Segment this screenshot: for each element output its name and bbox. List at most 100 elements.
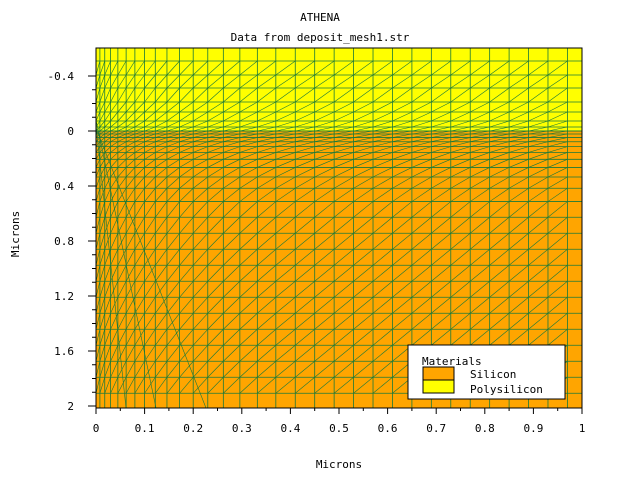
mesh-line (353, 176, 374, 189)
mesh-line (528, 176, 549, 189)
mesh-line (95, 361, 101, 378)
mesh-line (99, 87, 106, 103)
mesh-line (110, 297, 119, 314)
mesh-line (166, 152, 180, 160)
mesh-line (508, 281, 529, 298)
mesh-line (134, 329, 145, 346)
mesh-line (470, 217, 490, 234)
mesh-line (166, 377, 180, 394)
mesh-line (508, 297, 529, 314)
mesh-line (450, 297, 471, 314)
mesh-line (239, 176, 258, 189)
mesh-line (95, 233, 101, 250)
mesh-line (223, 146, 240, 153)
mesh-line (239, 101, 258, 113)
mesh-line (95, 159, 101, 168)
mesh-line (223, 329, 241, 346)
mesh-line (110, 130, 118, 135)
mesh-line (99, 201, 106, 218)
mesh-line (134, 265, 145, 282)
mesh-line (207, 281, 224, 298)
mesh-line (489, 111, 510, 122)
mesh-line (192, 361, 209, 378)
mesh-line (295, 217, 315, 234)
mesh-line (99, 361, 106, 378)
mesh-line (223, 159, 240, 168)
mesh-line (166, 111, 180, 122)
mesh-line (372, 249, 393, 266)
mesh-line (104, 281, 111, 298)
mesh-line (166, 176, 180, 189)
mesh-line (314, 281, 335, 298)
mesh-line (207, 361, 224, 378)
mesh-line (489, 101, 510, 113)
mesh-line (155, 152, 168, 160)
mesh-line (547, 137, 568, 143)
mesh-line (508, 329, 529, 346)
mesh-line (275, 146, 296, 153)
mesh-line (166, 361, 180, 378)
mesh-line (508, 87, 529, 103)
mesh-line (110, 188, 119, 202)
mesh-line (275, 137, 296, 143)
mesh-line (314, 297, 335, 314)
mesh-line (508, 159, 529, 168)
mesh-line (353, 141, 374, 147)
mesh-line (166, 120, 180, 128)
mesh-line (275, 111, 296, 122)
mesh-line (155, 188, 168, 202)
mesh-line (431, 188, 451, 202)
mesh-line (99, 60, 106, 76)
mesh-line (528, 141, 549, 147)
mesh-line (353, 130, 374, 135)
mesh-line (450, 120, 471, 128)
mesh-line (470, 137, 490, 143)
mesh-line (179, 101, 194, 113)
mesh-line (353, 74, 374, 89)
mesh-line (155, 313, 168, 330)
mesh-line (144, 297, 156, 314)
mesh-line (450, 159, 471, 168)
mesh-line (333, 176, 354, 189)
mesh-line (509, 126, 529, 132)
mesh-line (179, 146, 194, 153)
mesh-line (295, 111, 315, 122)
mesh-line (275, 233, 296, 250)
y-axis: -0.4 0 0.4 0.8 1.2 1.6 2 (48, 70, 96, 413)
mesh-line (528, 188, 549, 202)
mesh-line (275, 141, 296, 147)
mesh-line (275, 265, 296, 282)
mesh-line (411, 87, 432, 103)
mesh-line (134, 281, 145, 298)
mesh-line (126, 126, 136, 132)
mesh-line (333, 377, 354, 394)
mesh-line (295, 249, 315, 266)
mesh-line (528, 120, 549, 128)
mesh-line (257, 126, 276, 132)
mesh-line (207, 87, 224, 103)
mesh-line (353, 126, 374, 132)
mesh-line (528, 133, 549, 138)
mesh-line (470, 265, 490, 282)
mesh-line (295, 133, 315, 138)
mesh-line (99, 152, 105, 160)
mesh-line (144, 159, 156, 168)
mesh-line (99, 126, 105, 132)
mesh-line (117, 101, 127, 113)
mesh-line (314, 152, 335, 160)
mesh-line (314, 137, 335, 143)
mesh-line (431, 146, 451, 153)
mesh-line (110, 361, 119, 378)
mesh-line (372, 167, 393, 178)
mesh-line (295, 167, 315, 178)
mesh-line (547, 152, 568, 160)
mesh-line (99, 281, 106, 298)
mesh-line (508, 74, 529, 89)
mesh-line (99, 133, 105, 138)
mesh-line (239, 87, 258, 103)
mesh-line (509, 137, 529, 143)
mesh-line (353, 188, 374, 202)
mesh-line (99, 345, 106, 362)
mesh-line (166, 87, 180, 103)
mesh-line (179, 126, 194, 132)
